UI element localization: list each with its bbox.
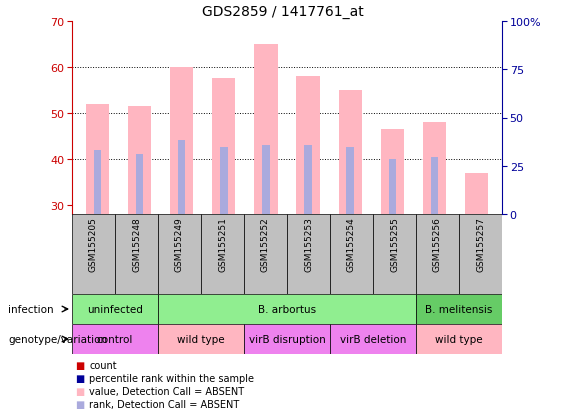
Text: GSM155205: GSM155205 [89,217,98,272]
Bar [136,155,144,214]
Text: GSM155253: GSM155253 [304,217,313,272]
Text: infection: infection [8,304,54,314]
Bar [338,91,362,214]
Bar [254,45,277,214]
Text: GSM155254: GSM155254 [347,217,356,271]
Text: GSM155248: GSM155248 [132,217,141,271]
Bar [346,148,354,214]
Bar [330,214,373,294]
Bar [128,107,151,214]
Bar [158,324,244,354]
Bar [459,214,502,294]
Bar [93,150,101,214]
Text: ■: ■ [75,360,84,370]
Bar [416,324,502,354]
Text: ■: ■ [75,399,84,409]
Text: GSM155252: GSM155252 [261,217,270,271]
Bar [297,77,320,214]
Bar [262,146,270,214]
Text: GSM155249: GSM155249 [175,217,184,271]
Text: count: count [89,360,116,370]
Bar [115,214,158,294]
Bar [431,157,438,214]
Text: wild type: wild type [435,334,483,344]
Bar [158,294,416,324]
Text: virB disruption: virB disruption [249,334,325,344]
Text: B. arbortus: B. arbortus [258,304,316,314]
Text: GSM155255: GSM155255 [390,217,399,272]
Text: rank, Detection Call = ABSENT: rank, Detection Call = ABSENT [89,399,239,409]
Text: genotype/variation: genotype/variation [8,334,107,344]
Text: wild type: wild type [177,334,225,344]
Bar [305,146,312,214]
Bar [170,68,193,214]
Bar [389,159,396,214]
Bar [72,294,158,324]
Text: ■: ■ [75,386,84,396]
Bar [178,141,185,214]
Bar [201,214,244,294]
Bar [381,130,404,214]
Bar [330,324,416,354]
Text: GSM155257: GSM155257 [476,217,485,272]
Bar [287,214,330,294]
Bar [373,214,416,294]
Text: virB deletion: virB deletion [340,334,406,344]
Text: value, Detection Call = ABSENT: value, Detection Call = ABSENT [89,386,244,396]
Text: uninfected: uninfected [87,304,143,314]
Bar [244,324,330,354]
Bar [212,79,236,214]
Bar [416,214,459,294]
Text: percentile rank within the sample: percentile rank within the sample [89,373,254,383]
Bar [423,123,446,214]
Bar [416,294,502,324]
Text: B. melitensis: B. melitensis [425,304,493,314]
Text: GSM155251: GSM155251 [218,217,227,272]
Bar [86,104,109,214]
Bar [244,214,287,294]
Bar [465,173,488,214]
Bar [220,148,228,214]
Text: GSM155256: GSM155256 [433,217,442,272]
Bar [72,324,158,354]
Text: GDS2859 / 1417761_at: GDS2859 / 1417761_at [202,5,363,19]
Bar [72,214,115,294]
Bar [158,214,201,294]
Text: ■: ■ [75,373,84,383]
Text: control: control [97,334,133,344]
